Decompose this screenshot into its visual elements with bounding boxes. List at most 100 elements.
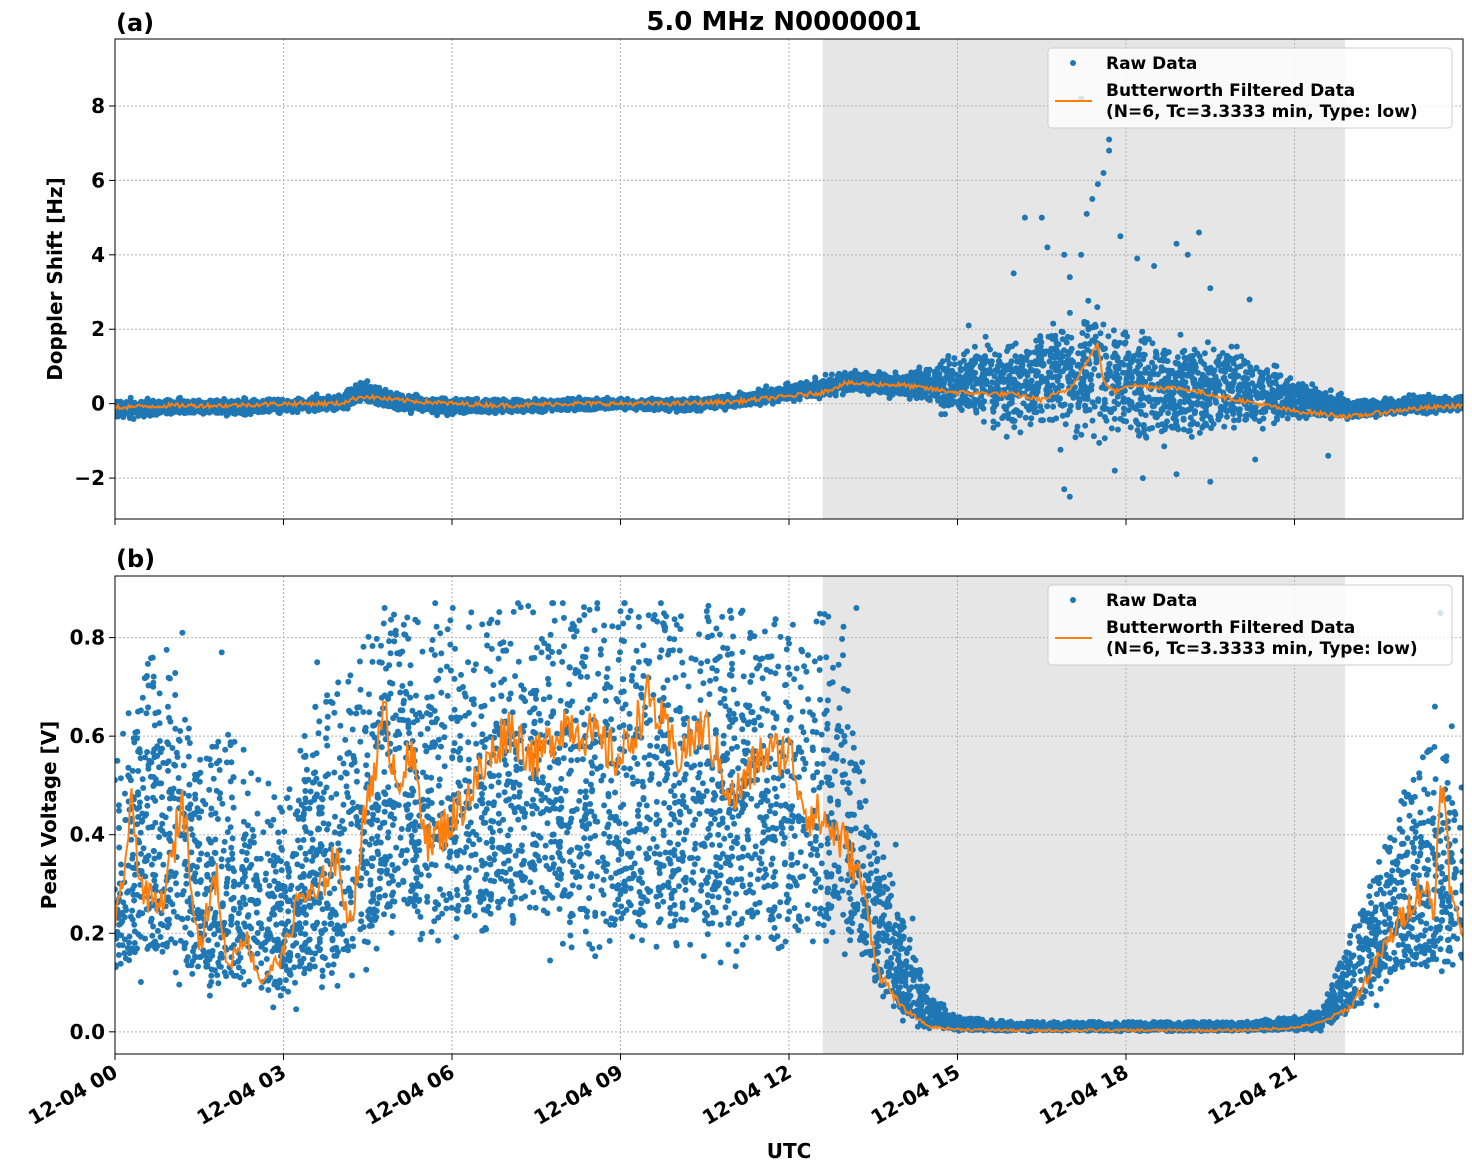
raw-data-point (1050, 320, 1057, 327)
raw-data-point (1218, 403, 1225, 410)
raw-data-point (1095, 372, 1102, 379)
raw-data-point (1279, 412, 1286, 419)
raw-data-point (1017, 429, 1024, 436)
raw-data-point (1000, 370, 1007, 376)
raw-data-point (1093, 359, 1100, 366)
raw-data-point (1171, 411, 1178, 418)
raw-data-point (1302, 383, 1309, 390)
raw-data-point (127, 394, 134, 401)
raw-data-point (957, 360, 963, 367)
raw-data-point (989, 379, 996, 386)
raw-data-point (1125, 407, 1132, 414)
raw-data-point (1101, 435, 1108, 442)
raw-data-point (1090, 433, 1097, 440)
raw-data-point (1194, 399, 1201, 406)
raw-data-point (1072, 434, 1079, 441)
raw-data-point (1028, 377, 1035, 384)
raw-data-point (1287, 375, 1294, 382)
raw-data-point (1050, 360, 1057, 367)
raw-data-point (1181, 393, 1188, 400)
figure-title: 5.0 MHz N0000001 (646, 7, 921, 37)
raw-data-point (988, 361, 995, 368)
raw-data-point (1022, 414, 1029, 421)
raw-data-point (1001, 386, 1008, 393)
raw-data-point (1029, 390, 1036, 397)
raw-data-point (1094, 304, 1101, 311)
raw-data-point (1050, 403, 1057, 410)
raw-data-point (1000, 379, 1007, 385)
raw-data-point (1177, 331, 1184, 338)
raw-data-point (1137, 361, 1144, 368)
raw-data-point (1302, 403, 1309, 410)
raw-data-point (1233, 343, 1240, 350)
raw-data-point (1017, 383, 1024, 390)
raw-data-point (1142, 366, 1149, 373)
raw-data-point (1121, 340, 1128, 347)
raw-data-point (1073, 428, 1080, 435)
raw-data-point (1059, 412, 1066, 419)
raw-data-point (1080, 350, 1087, 357)
raw-data-point (1146, 375, 1153, 382)
raw-data-point (1254, 395, 1261, 401)
raw-data-point (1074, 423, 1081, 430)
raw-data-point (1059, 336, 1066, 343)
raw-data-point (1149, 359, 1155, 366)
raw-data-point (1187, 406, 1193, 413)
raw-data-point (942, 411, 948, 418)
raw-data-point (1049, 374, 1056, 381)
raw-data-point (1027, 421, 1034, 428)
raw-data-point (1126, 364, 1133, 371)
raw-data-point (1078, 375, 1085, 382)
raw-data-point (1038, 375, 1045, 382)
raw-data-point (1132, 417, 1139, 424)
raw-data-point (1201, 350, 1208, 357)
raw-data-point (486, 409, 493, 415)
raw-data-point (1112, 365, 1119, 372)
raw-data-point (1058, 382, 1065, 389)
raw-data-point (1097, 411, 1104, 417)
raw-data-point (839, 391, 846, 398)
raw-data-point (1057, 356, 1064, 363)
raw-data-point (1231, 417, 1237, 424)
raw-data-point (1173, 417, 1180, 424)
raw-data-point (1181, 354, 1188, 361)
raw-data-point (1031, 400, 1038, 407)
raw-data-point (1146, 370, 1153, 377)
raw-data-point (1258, 390, 1265, 397)
raw-data-point (1096, 439, 1103, 446)
raw-data-point (1040, 362, 1046, 369)
grid-a (114, 39, 1463, 519)
raw-data-point (1006, 381, 1013, 388)
raw-data-point (1091, 366, 1098, 372)
raw-data-point (1011, 376, 1017, 383)
raw-data-point (1038, 417, 1045, 424)
raw-data-point (1174, 354, 1181, 361)
raw-data-point (1210, 346, 1217, 353)
raw-data-point (1146, 425, 1153, 432)
raw-data-point (1068, 345, 1075, 352)
raw-data-point (1075, 350, 1082, 357)
raw-data-point (1199, 371, 1206, 378)
raw-data-point (1081, 318, 1088, 325)
raw-data-point (1122, 398, 1129, 405)
raw-data-point (964, 348, 970, 355)
raw-data-point (1011, 424, 1018, 431)
raw-data-point (951, 355, 958, 362)
raw-data-point (1085, 297, 1092, 304)
raw-data-point (1028, 415, 1035, 422)
raw-data-point (1327, 387, 1334, 394)
raw-data-point (1038, 407, 1045, 414)
raw-data-point (1172, 374, 1179, 381)
raw-data-point (951, 361, 958, 368)
raw-data-point (1103, 417, 1110, 424)
raw-data-point (1187, 414, 1194, 421)
raw-data-point (1079, 330, 1086, 336)
raw-data-point (980, 372, 987, 379)
raw-data-point (1162, 423, 1169, 430)
raw-data-point (1006, 373, 1013, 379)
raw-data-point (1236, 406, 1243, 413)
raw-data-point (1055, 363, 1062, 370)
raw-data-point (1066, 309, 1073, 316)
